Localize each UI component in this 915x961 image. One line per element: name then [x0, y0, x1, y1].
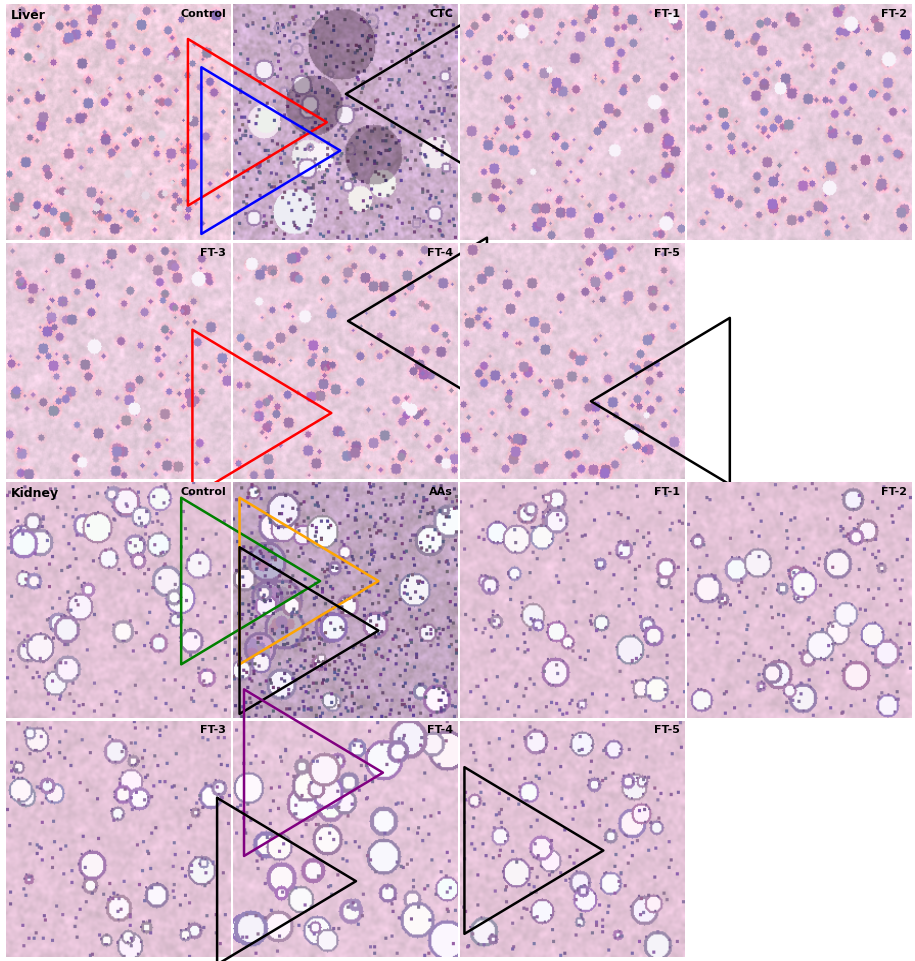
Text: Kidney: Kidney [10, 486, 59, 500]
Text: Liver: Liver [10, 9, 46, 22]
Text: CTC: CTC [429, 9, 453, 19]
Text: FT-3: FT-3 [200, 726, 226, 735]
Text: FT-3: FT-3 [200, 248, 226, 258]
Text: FT-5: FT-5 [654, 726, 680, 735]
Text: FT-2: FT-2 [881, 9, 908, 19]
Text: FT-1: FT-1 [654, 486, 680, 497]
Text: Control: Control [180, 486, 226, 497]
Text: FT-1: FT-1 [654, 9, 680, 19]
Text: FT-4: FT-4 [427, 726, 453, 735]
Text: FT-4: FT-4 [427, 248, 453, 258]
Text: Control: Control [180, 9, 226, 19]
Text: AAs: AAs [429, 486, 453, 497]
Text: FT-2: FT-2 [881, 486, 908, 497]
Text: FT-5: FT-5 [654, 248, 680, 258]
